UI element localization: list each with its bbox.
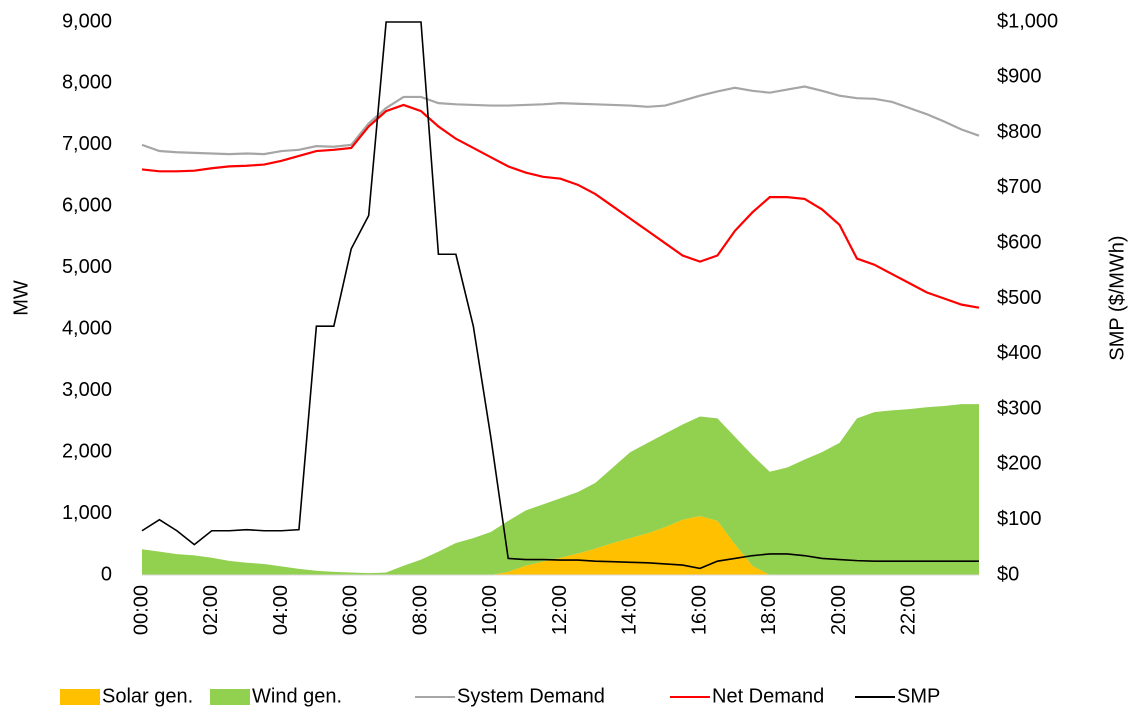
x-tick-label: 14:00 xyxy=(619,585,641,635)
y2-tick-label: $100 xyxy=(997,508,1042,530)
y-tick-label: 7,000 xyxy=(62,133,112,155)
y2-tick-label: $600 xyxy=(997,231,1042,253)
legend-label: System Demand xyxy=(457,685,605,707)
y-tick-label: 8,000 xyxy=(62,72,112,94)
y-tick-label: 6,000 xyxy=(62,195,112,217)
legend-label: Wind gen. xyxy=(252,685,342,707)
x-tick-label: 12:00 xyxy=(549,585,571,635)
y2-tick-label: $1,000 xyxy=(997,10,1058,32)
legend-label: Net Demand xyxy=(712,685,824,707)
y2-tick-label: $800 xyxy=(997,121,1042,143)
x-tick-label: 16:00 xyxy=(688,585,710,635)
line xyxy=(141,21,979,570)
line xyxy=(141,103,980,309)
y2-tick-label: $700 xyxy=(997,176,1042,198)
x-tick-label: 22:00 xyxy=(898,585,920,635)
area xyxy=(142,404,979,575)
x-tick-label: 00:00 xyxy=(130,585,152,635)
line xyxy=(141,85,980,156)
y2-tick-label: $300 xyxy=(997,397,1042,419)
x-tick-label: 04:00 xyxy=(270,585,292,635)
x-tick-label: 10:00 xyxy=(479,585,501,635)
y-tick-label: 1,000 xyxy=(62,502,112,524)
y2-tick-label: $500 xyxy=(997,287,1042,309)
x-tick-label: 08:00 xyxy=(409,585,431,635)
y2-tick-label: $0 xyxy=(997,563,1019,585)
y2-axis-title: SMP ($/MWh) xyxy=(1106,235,1128,360)
y2-tick-label: $400 xyxy=(997,342,1042,364)
y-axis-title: MW xyxy=(10,280,32,316)
y2-tick-label: $200 xyxy=(997,453,1042,475)
x-tick-label: 20:00 xyxy=(828,585,850,635)
area xyxy=(142,516,979,575)
x-tick-label: 18:00 xyxy=(758,585,780,635)
legend-label: SMP xyxy=(897,685,940,707)
legend-label: Solar gen. xyxy=(102,685,193,707)
y-tick-label: 2,000 xyxy=(62,440,112,462)
y-tick-label: 4,000 xyxy=(62,318,112,340)
y-tick-label: 3,000 xyxy=(62,379,112,401)
y-tick-label: 5,000 xyxy=(62,256,112,278)
y-tick-label: 9,000 xyxy=(62,10,112,32)
y2-tick-label: $900 xyxy=(997,66,1042,88)
x-tick-label: 06:00 xyxy=(340,585,362,635)
legend-swatch xyxy=(210,689,250,705)
x-tick-label: 02:00 xyxy=(200,585,222,635)
legend-swatch xyxy=(60,689,100,705)
y-tick-label: 0 xyxy=(101,563,112,585)
